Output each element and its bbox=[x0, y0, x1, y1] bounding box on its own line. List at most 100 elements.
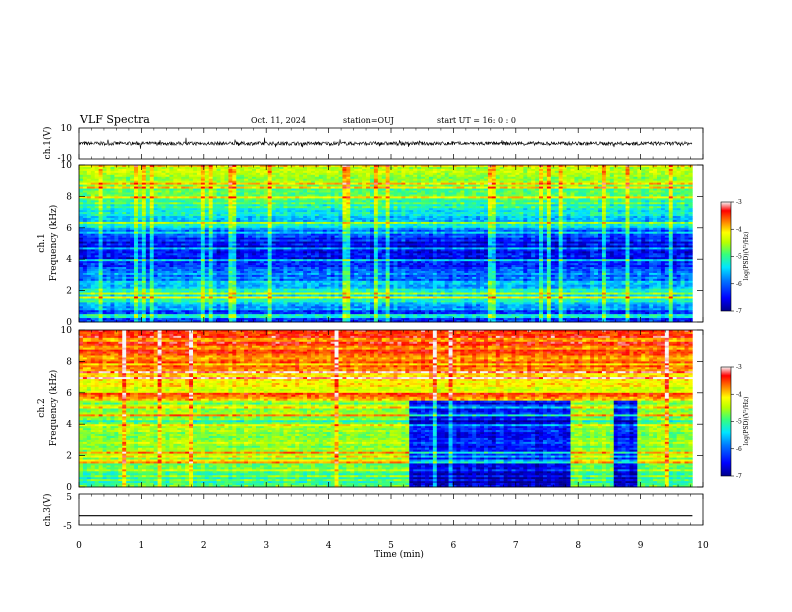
spectrogram-cell bbox=[307, 212, 311, 214]
spectrogram-cell bbox=[295, 224, 299, 226]
spectrogram-cell bbox=[213, 220, 217, 222]
spectrogram-cell bbox=[236, 314, 240, 316]
spectrogram-cell bbox=[91, 194, 95, 196]
spectrogram-cell bbox=[122, 192, 126, 194]
spectrogram-cell bbox=[228, 253, 232, 255]
spectrogram-cell bbox=[252, 300, 256, 302]
spectrogram-cell bbox=[287, 306, 291, 308]
spectrogram-cell bbox=[311, 189, 315, 191]
spectrogram-cell bbox=[122, 191, 126, 193]
spectrogram-cell bbox=[291, 238, 295, 240]
spectrogram-cell bbox=[181, 220, 185, 222]
spectrogram-cell bbox=[177, 249, 181, 251]
spectrogram-cell bbox=[287, 259, 291, 261]
spectrogram-cell bbox=[236, 240, 240, 242]
spectrogram-cell bbox=[264, 277, 268, 279]
spectrogram-cell bbox=[162, 255, 166, 257]
spectrogram-cell bbox=[228, 314, 232, 316]
spectrogram-cell bbox=[303, 177, 307, 179]
spectrogram-cell bbox=[118, 167, 122, 169]
spectrogram-cell bbox=[209, 216, 213, 218]
spectrogram-cell bbox=[272, 234, 276, 236]
spectrogram-cell bbox=[260, 173, 264, 175]
spectrogram-cell bbox=[291, 175, 295, 177]
spectrogram-cell bbox=[122, 310, 126, 312]
spectrogram-cell bbox=[295, 171, 299, 173]
spectrogram-cell bbox=[248, 291, 252, 293]
spectrogram-cell bbox=[162, 234, 166, 236]
spectrogram-cell bbox=[99, 255, 103, 257]
spectrogram-cell bbox=[291, 281, 295, 283]
spectrogram-cell bbox=[107, 236, 111, 238]
spectrogram-cell bbox=[126, 287, 130, 289]
spectrogram-cell bbox=[213, 226, 217, 228]
spectrogram-cell bbox=[209, 230, 213, 232]
spectrogram-cell bbox=[224, 263, 228, 265]
spectrogram-cell bbox=[209, 196, 213, 198]
spectrogram-cell bbox=[79, 206, 83, 208]
spectrogram-cell bbox=[146, 312, 150, 314]
spectrogram-cell bbox=[103, 194, 107, 196]
spectrogram-cell bbox=[83, 312, 87, 314]
spectrogram-cell bbox=[150, 226, 154, 228]
spectrogram-cell bbox=[232, 232, 236, 234]
spectrogram-cell bbox=[185, 298, 189, 300]
spectrogram-cell bbox=[83, 187, 87, 189]
spectrogram-cell bbox=[134, 302, 138, 304]
spectrogram-cell bbox=[189, 251, 193, 253]
spectrogram-cell bbox=[201, 257, 205, 259]
spectrogram-cell bbox=[193, 173, 197, 175]
spectrogram-cell bbox=[240, 312, 244, 314]
spectrogram-cell bbox=[146, 257, 150, 259]
spectrogram-cell bbox=[91, 177, 95, 179]
spectrogram-cell bbox=[197, 169, 201, 171]
spectrogram-cell bbox=[283, 212, 287, 214]
spectrogram-cell bbox=[205, 257, 209, 259]
spectrogram-cell bbox=[130, 273, 134, 275]
spectrogram-cell bbox=[232, 271, 236, 273]
spectrogram-cell bbox=[114, 263, 118, 265]
spectrogram-cell bbox=[205, 259, 209, 261]
spectrogram-cell bbox=[272, 267, 276, 269]
spectrogram-cell bbox=[99, 185, 103, 187]
spectrogram-cell bbox=[99, 179, 103, 181]
spectrogram-cell bbox=[228, 175, 232, 177]
spectrogram-cell bbox=[87, 289, 91, 291]
spectrogram-cell bbox=[224, 251, 228, 253]
spectrogram-cell bbox=[110, 318, 114, 320]
spectrogram-cell bbox=[295, 271, 299, 273]
spectrogram-cell bbox=[126, 238, 130, 240]
spectrogram-cell bbox=[126, 310, 130, 312]
spectrogram-cell bbox=[110, 261, 114, 263]
spectrogram-cell bbox=[150, 267, 154, 269]
spectrogram-cell bbox=[79, 251, 83, 253]
spectrogram-cell bbox=[103, 300, 107, 302]
spectrogram-cell bbox=[122, 226, 126, 228]
spectrogram-cell bbox=[307, 318, 311, 320]
spectrogram-cell bbox=[107, 173, 111, 175]
spectrogram-cell bbox=[107, 218, 111, 220]
spectrogram-cell bbox=[201, 198, 205, 200]
spectrogram-cell bbox=[283, 198, 287, 200]
spectrogram-cell bbox=[87, 298, 91, 300]
spectrogram-cell bbox=[110, 192, 114, 194]
spectrogram-cell bbox=[181, 224, 185, 226]
spectrogram-cell bbox=[130, 314, 134, 316]
spectrogram-cell bbox=[189, 208, 193, 210]
spectrogram-cell bbox=[95, 300, 99, 302]
spectrogram-cell bbox=[193, 261, 197, 263]
spectrogram-cell bbox=[260, 169, 264, 171]
spectrogram-cell bbox=[248, 300, 252, 302]
spectrogram-cell bbox=[252, 191, 256, 193]
spectrogram-cell bbox=[264, 265, 268, 267]
spectrogram-cell bbox=[197, 273, 201, 275]
spectrogram-cell bbox=[158, 293, 162, 295]
spectrogram-cell bbox=[177, 310, 181, 312]
spectrogram-cell bbox=[99, 279, 103, 281]
spectrogram-cell bbox=[236, 249, 240, 251]
spectrogram-cell bbox=[205, 283, 209, 285]
spectrogram-cell bbox=[103, 283, 107, 285]
spectrogram-cell bbox=[162, 271, 166, 273]
spectrogram-cell bbox=[272, 187, 276, 189]
spectrogram-cell bbox=[162, 185, 166, 187]
